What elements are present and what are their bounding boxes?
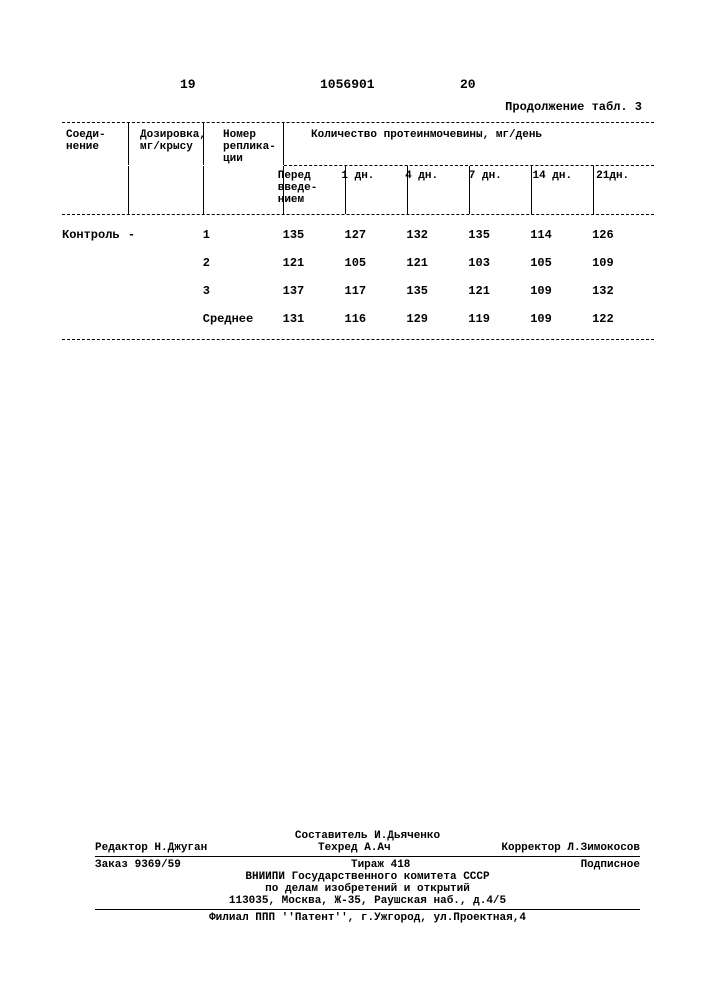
cell-value: 135 (468, 228, 530, 242)
cell-value: 121 (283, 256, 345, 270)
subheader-3: 7 дн. (467, 166, 531, 214)
cell-value: 105 (530, 256, 592, 270)
cell-value: 119 (468, 312, 530, 326)
subheader-2: 4 дн. (403, 166, 467, 214)
cell-value: 131 (283, 312, 345, 326)
subheader-5: 21дн. (594, 166, 654, 214)
org-line-1: ВНИИПИ Государственного комитета СССР (95, 871, 640, 883)
header-replication: Номерреплика-ции (219, 123, 307, 165)
cell-value: 132 (406, 228, 468, 242)
cell-value: 114 (530, 228, 592, 242)
table-row: Среднее 131 116 129 119 109 122 (62, 305, 654, 333)
cell-value: 137 (283, 284, 345, 298)
cell-repl: 1 (203, 228, 283, 242)
document-number: 1056901 (320, 77, 375, 92)
address: 113035, Москва, Ж-35, Раушская наб., д.4… (95, 895, 640, 907)
cell-dosage: - (128, 228, 203, 242)
footer-rule (95, 856, 640, 857)
header-compound: Соеди-нение (62, 123, 136, 165)
header-quantity: Количество протеинмочевины, мг/день (307, 123, 654, 165)
circulation: Тираж 418 (351, 859, 410, 871)
cell-value: 117 (345, 284, 407, 298)
table-row: Контроль - 1 135 127 132 135 114 126 (62, 221, 654, 249)
page-num-left: 19 (180, 77, 196, 92)
cell-repl: 3 (203, 284, 283, 298)
cell-value: 129 (406, 312, 468, 326)
table-row: 3 137 117 135 121 109 132 (62, 277, 654, 305)
compiler: Составитель И.Дьяченко (95, 830, 640, 842)
footer-rule (95, 909, 640, 910)
colophon: Составитель И.Дьяченко Редактор Н.Джуган… (95, 830, 640, 924)
techred: Техред А.Ач (318, 842, 391, 854)
corrector: Корректор Л.Зимокосов (501, 842, 640, 854)
cell-value: 126 (592, 228, 654, 242)
table-row: 2 121 105 121 103 105 109 (62, 249, 654, 277)
order: Заказ 9369/59 (95, 859, 181, 871)
subheader-4: 14 дн. (530, 166, 594, 214)
page-num-right: 20 (460, 77, 476, 92)
cell-value: 109 (592, 256, 654, 270)
cell-compound: Контроль (62, 228, 128, 242)
table-body: Контроль - 1 135 127 132 135 114 126 2 1… (62, 215, 654, 333)
subheader-1: 1 дн. (339, 166, 403, 214)
data-table: Соеди-нение Дозировка,мг/крысу Номеррепл… (62, 122, 654, 340)
branch: Филиал ППП ''Патент'', г.Ужгород, ул.Про… (95, 912, 640, 924)
table-rule-bottom (62, 339, 654, 340)
cell-repl: 2 (203, 256, 283, 270)
editor: Редактор Н.Джуган (95, 842, 207, 854)
cell-value: 109 (530, 284, 592, 298)
table-continuation-label: Продолжение табл. 3 (505, 100, 642, 114)
cell-value: 103 (468, 256, 530, 270)
cell-value: 132 (592, 284, 654, 298)
cell-value: 127 (345, 228, 407, 242)
cell-value: 116 (345, 312, 407, 326)
subheader-0: Передвведе-нием (276, 166, 340, 214)
cell-value: 122 (592, 312, 654, 326)
cell-value: 135 (283, 228, 345, 242)
header-dosage: Дозировка,мг/крысу (136, 123, 219, 165)
cell-value: 121 (406, 256, 468, 270)
cell-repl: Среднее (203, 312, 283, 326)
org-line-2: по делам изобретений и открытий (95, 883, 640, 895)
cell-value: 135 (406, 284, 468, 298)
subscription: Подписное (581, 859, 640, 871)
cell-value: 121 (468, 284, 530, 298)
cell-value: 109 (530, 312, 592, 326)
cell-value: 105 (345, 256, 407, 270)
